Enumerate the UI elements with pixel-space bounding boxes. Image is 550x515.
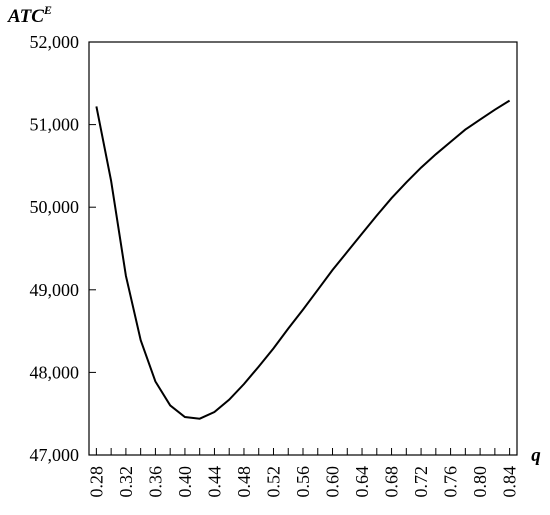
y-axis-title: ATCE (7, 3, 52, 27)
y-axis-tick-labels: 47,000 48,000 49,000 50,000 51,000 52,000 (30, 32, 80, 465)
x-tick-label: 0.40 (175, 466, 195, 498)
x-tick-label: 0.36 (145, 466, 165, 498)
x-axis-tick-labels: 0.28 0.32 0.36 0.40 0.44 0.48 0.52 0.56 0.60 0.64… (86, 466, 519, 498)
y-axis-ticks (89, 41, 96, 456)
x-tick-label: 0.68 (382, 466, 402, 498)
y-tick-label: 49,000 (30, 280, 80, 300)
x-tick-label: 0.64 (352, 466, 372, 498)
x-tick-label: 0.56 (293, 466, 313, 498)
x-tick-label: 0.60 (323, 466, 343, 498)
x-tick-label: 0.32 (116, 466, 136, 498)
y-tick-label: 51,000 (30, 115, 80, 135)
y-tick-label: 48,000 (30, 362, 80, 382)
y-tick-label: 47,000 (30, 445, 80, 465)
series-line (95, 99, 511, 420)
x-tick-label: 0.48 (234, 466, 254, 498)
x-tick-label: 0.72 (411, 466, 431, 498)
x-tick-label: 0.80 (470, 466, 490, 498)
x-tick-label: 0.84 (500, 466, 520, 498)
x-tick-label: 0.52 (263, 466, 283, 498)
x-tick-label: 0.28 (86, 466, 106, 498)
x-tick-label: 0.76 (441, 466, 461, 498)
plot-frame (88, 41, 518, 456)
y-tick-label: 52,000 (30, 32, 80, 52)
x-axis-title: q (531, 445, 541, 466)
x-axis-ticks (95, 448, 511, 455)
y-axis-title-main: ATC (7, 6, 44, 27)
y-axis-title-superscript: E (43, 3, 52, 17)
y-axis-title-text: ATCE (7, 3, 52, 27)
y-tick-label: 50,000 (30, 197, 80, 217)
x-tick-label: 0.44 (204, 466, 224, 498)
